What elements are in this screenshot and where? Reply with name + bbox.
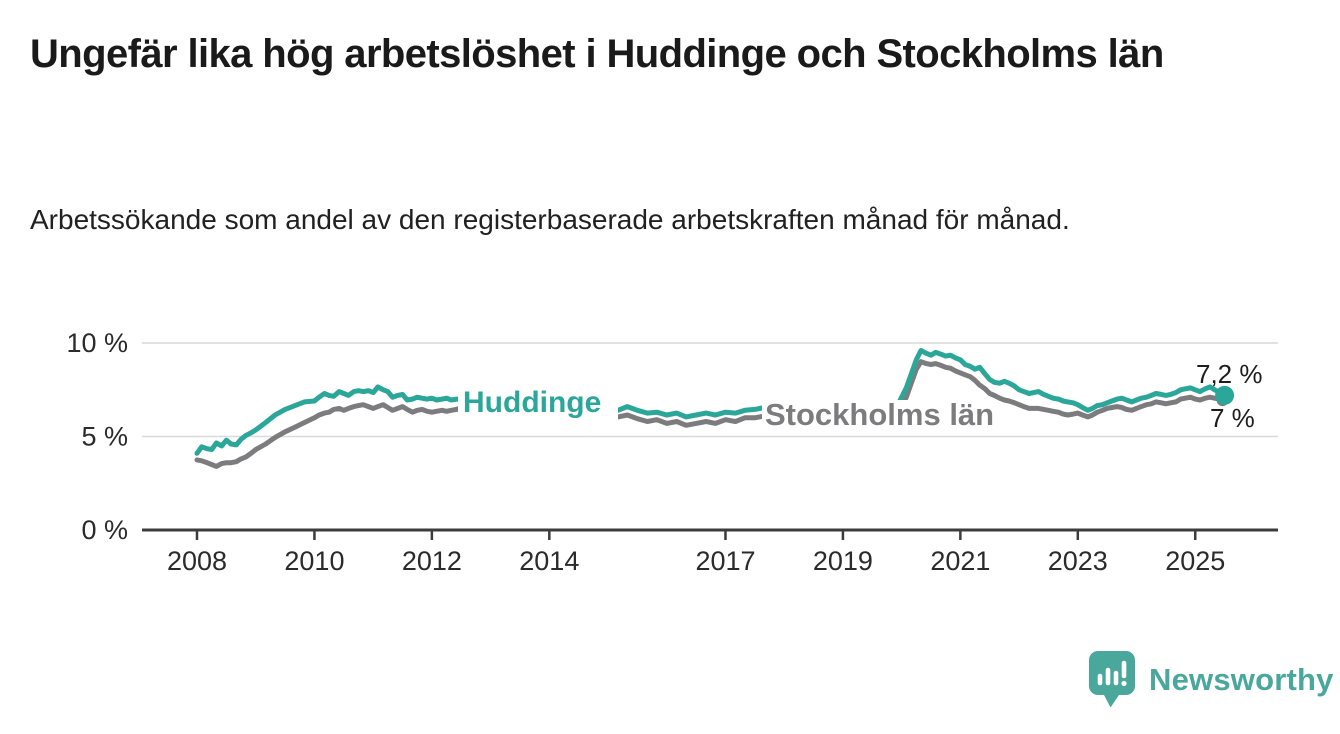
x-tick-label: 2019 bbox=[813, 546, 873, 576]
label-mask bbox=[762, 400, 998, 431]
line-chart: 0 % 5 % 10 % 2008 2010 2012 2014 2017 2019 2021 20… bbox=[0, 320, 1340, 610]
page-title: Ungefär lika hög arbetslöshet i Huddinge… bbox=[30, 32, 1164, 76]
stockholm-end-value: 7 % bbox=[1210, 403, 1255, 433]
chart-subtitle: Arbetssökande som andel av den registerb… bbox=[30, 204, 1070, 235]
x-tick-label: 2010 bbox=[284, 546, 344, 576]
speech-bubble-bar-chart-icon bbox=[1089, 651, 1135, 708]
huddinge-end-value: 7,2 % bbox=[1196, 359, 1263, 389]
x-tick-label: 2025 bbox=[1165, 546, 1225, 576]
x-tick-label: 2021 bbox=[930, 546, 990, 576]
x-tick-label: 2023 bbox=[1048, 546, 1108, 576]
huddinge-end-dot bbox=[1215, 385, 1235, 405]
y-tick-label: 5 % bbox=[81, 422, 128, 452]
series-inline-label: Stockholms län bbox=[765, 397, 994, 432]
label-mask bbox=[458, 382, 618, 425]
x-tick-label: 2008 bbox=[167, 546, 227, 576]
x-tick-label: 2017 bbox=[695, 546, 755, 576]
newsworthy-logo-text: Newsworthy bbox=[1149, 662, 1334, 697]
x-tick-label: 2012 bbox=[402, 546, 462, 576]
x-tick-label: 2014 bbox=[519, 546, 579, 576]
series-inline-label: Huddinge bbox=[463, 386, 601, 419]
unemployment-line-chart-svg: 0 % 5 % 10 % 2008 2010 2012 2014 2017 2019 2021 20… bbox=[66, 328, 1278, 576]
y-tick-label: 10 % bbox=[66, 328, 128, 358]
y-tick-label: 0 % bbox=[81, 515, 128, 545]
newsworthy-logo: Newsworthy bbox=[1088, 650, 1334, 710]
series-line-huddinge bbox=[194, 348, 1228, 456]
